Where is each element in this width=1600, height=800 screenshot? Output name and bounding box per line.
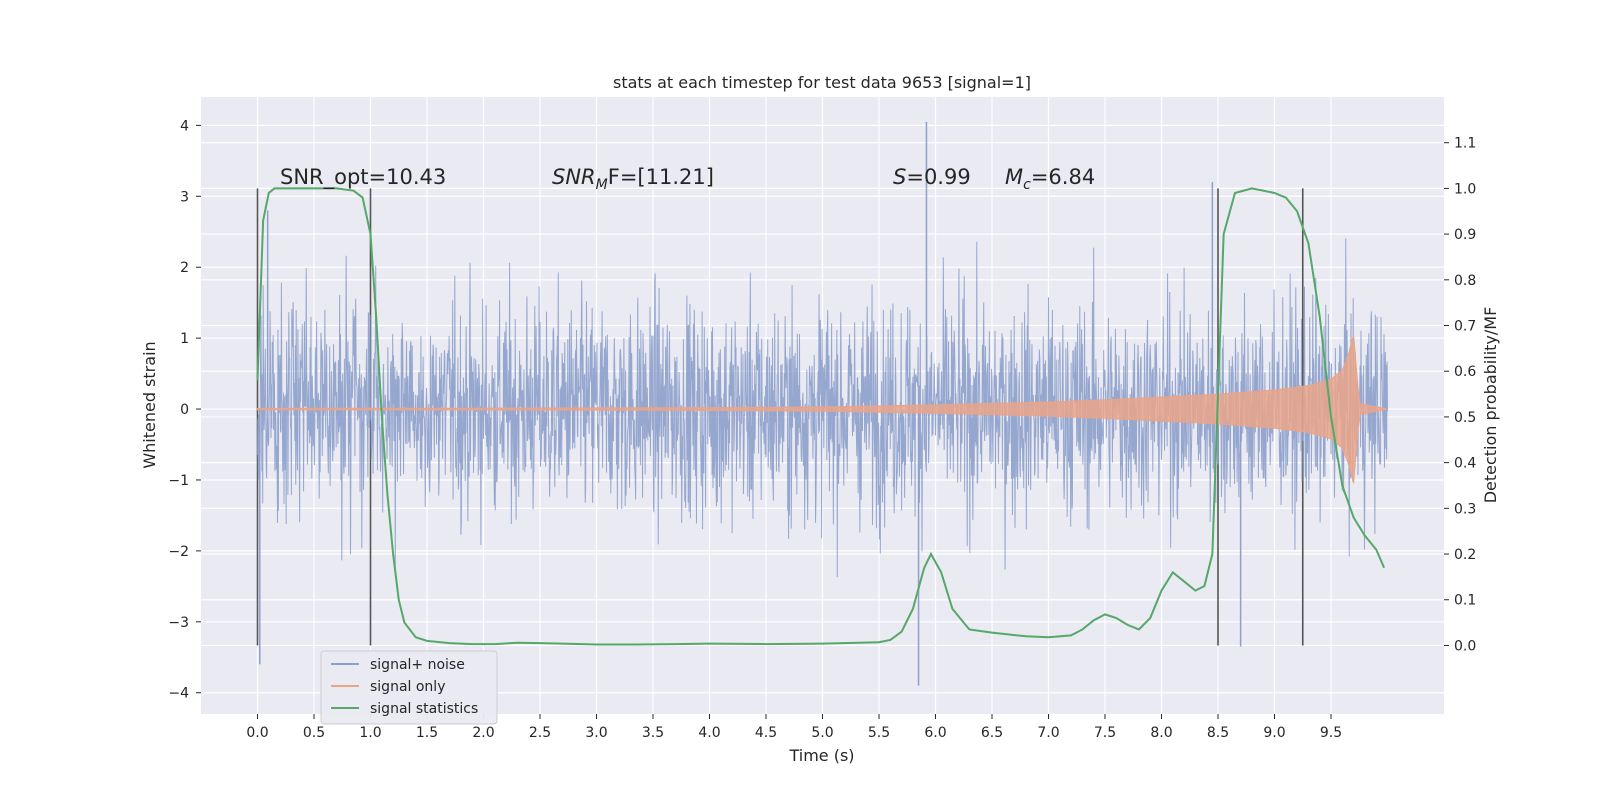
annotation-snr-mf-rest: F=[11.21] <box>608 165 714 189</box>
x-tick-label-0: 0.0 <box>246 725 268 741</box>
annotation-s-italic: S <box>893 165 906 189</box>
x-tick-label-15: 7.5 <box>1094 725 1116 741</box>
y2-tick-label-11: 1.1 <box>1454 136 1476 152</box>
series-signal-noise <box>257 121 1388 686</box>
statistics-line <box>256 187 1386 646</box>
x-tick-label-18: 9.0 <box>1263 725 1285 741</box>
x-tick-label-16: 8.0 <box>1150 725 1172 741</box>
x-tick-label-2: 1.0 <box>359 725 381 741</box>
x-tick-label-10: 5.0 <box>811 725 833 741</box>
y2-tick-label-2: 0.2 <box>1454 547 1476 563</box>
x-tick-label-1: 0.5 <box>303 725 325 741</box>
y-tick-label-3: −1 <box>168 473 189 489</box>
y2-tick-label-4: 0.4 <box>1454 456 1476 472</box>
annotation-snr-mf-sub: M <box>596 177 608 193</box>
x-tick-label-9: 4.5 <box>755 725 777 741</box>
chart-title: stats at each timestep for test data 965… <box>613 73 1031 92</box>
x-ticks: 0.0 0.5 1.0 1.5 2.0 2.5 3.0 3.5 4.0 4.5 5.0 5.5 6.0 6… <box>246 714 1342 741</box>
annotation-snr-mf: SNRMF=[11.21] <box>552 165 714 193</box>
y2-tick-label-0: 0.0 <box>1454 638 1476 654</box>
y-tick-label-1: −3 <box>168 615 189 631</box>
y2-tick-label-3: 0.3 <box>1454 501 1476 517</box>
noise-trace <box>257 238 1388 578</box>
x-tick-label-19: 9.5 <box>1320 725 1342 741</box>
x-axis-label: Time (s) <box>788 746 854 765</box>
x-tick-label-11: 5.5 <box>868 725 890 741</box>
x-tick-label-3: 1.5 <box>416 725 438 741</box>
y2-tick-label-1: 0.1 <box>1454 593 1476 609</box>
y-tick-label-2: −2 <box>168 544 189 560</box>
y2-tick-label-7: 0.7 <box>1454 319 1476 335</box>
annotation-mc-sub: c <box>1023 177 1031 193</box>
series-signal-statistics <box>256 187 1386 646</box>
x-tick-label-4: 2.0 <box>472 725 494 741</box>
annotation-s-value: =0.99 <box>906 165 970 189</box>
y2-tick-label-9: 0.9 <box>1454 227 1476 243</box>
annotation-snr-opt: SNR_opt=10.43 <box>280 165 446 190</box>
legend-box <box>320 650 498 725</box>
y-tick-label-0: −4 <box>168 686 189 702</box>
x-tick-label-6: 3.0 <box>585 725 607 741</box>
legend-label-signal: signal only <box>370 679 445 695</box>
annotation-s: S=0.99 <box>893 165 971 189</box>
x-tick-label-5: 2.5 <box>529 725 551 741</box>
y-tick-label-6: 2 <box>180 260 189 276</box>
legend-label-stats: signal statistics <box>370 701 478 717</box>
signal-envelope <box>257 334 1388 484</box>
y-ticks-right: 0.0 0.1 0.2 0.3 0.4 0.5 0.6 0.7 0.8 0.9 1.0 1.1 <box>1444 136 1476 654</box>
y-tick-label-5: 1 <box>180 331 189 347</box>
y-tick-label-8: 4 <box>180 118 189 134</box>
x-tick-label-8: 4.0 <box>698 725 720 741</box>
annotation-snr-mf-main: SNR <box>552 165 596 189</box>
x-tick-label-13: 6.5 <box>981 725 1003 741</box>
y2-axis-label: Detection probability/MF <box>1481 307 1500 504</box>
y2-tick-label-5: 0.5 <box>1454 410 1476 426</box>
legend-label-noise: signal+ noise <box>370 657 465 673</box>
y2-tick-label-10: 1.0 <box>1454 181 1476 197</box>
x-tick-label-7: 3.5 <box>642 725 664 741</box>
x-tick-label-12: 6.0 <box>924 725 946 741</box>
y-axis-label: Whitened strain <box>140 341 159 468</box>
series-signal-only <box>257 334 1388 484</box>
annotation-mc-italic: M <box>1005 165 1023 189</box>
x-tick-label-14: 7.0 <box>1037 725 1059 741</box>
annotation-mc-value: =6.84 <box>1031 165 1095 189</box>
x-tick-label-17: 8.5 <box>1207 725 1229 741</box>
y2-tick-label-6: 0.6 <box>1454 364 1476 380</box>
y-tick-label-7: 3 <box>180 189 189 205</box>
annotation-mc: Mc=6.84 <box>1005 165 1095 193</box>
y2-tick-label-8: 0.8 <box>1454 273 1476 289</box>
y-tick-label-4: 0 <box>180 402 189 418</box>
y-ticks-left: −4 −3 −2 −1 0 1 2 3 4 <box>168 118 201 702</box>
legend: signal+ noise signal only signal statist… <box>320 650 498 725</box>
